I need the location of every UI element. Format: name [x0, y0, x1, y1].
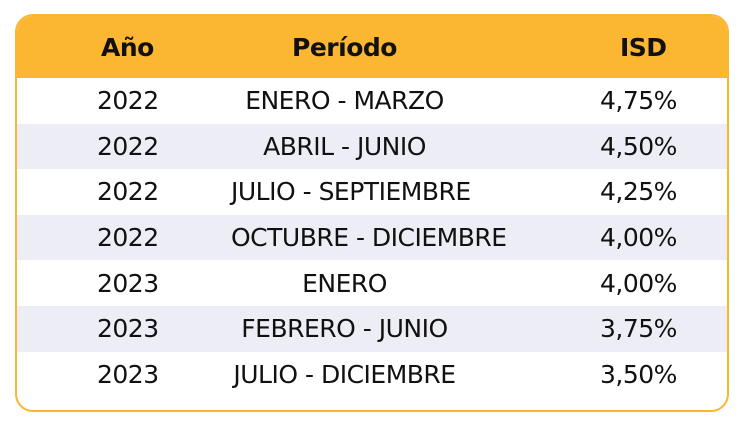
cell-year: 2022	[17, 123, 231, 170]
cell-isd: 4,25%	[458, 169, 727, 215]
table-row: 2022 OCTUBRE - DICIEMBRE 4,00%	[17, 214, 727, 261]
cell-isd: 3,50%	[458, 351, 727, 398]
cell-year: 2022	[17, 214, 231, 261]
cell-period: ABRIL - JUNIO	[231, 123, 458, 170]
cell-isd: 3,75%	[458, 305, 727, 352]
cell-period: ENERO	[231, 260, 458, 306]
table-row: 2023 ENERO 4,00%	[17, 260, 727, 306]
cell-period: JULIO - SEPTIEMBRE	[231, 169, 471, 215]
cell-period: JULIO - DICIEMBRE	[231, 351, 458, 398]
cell-year: 2023	[17, 305, 231, 352]
header-isd: ISD	[458, 16, 727, 78]
cell-isd: 4,50%	[458, 123, 727, 170]
cell-isd: 4,00%	[458, 214, 727, 261]
cell-period: FEBRERO - JUNIO	[231, 305, 458, 352]
table-row: 2022 ABRIL - JUNIO 4,50%	[17, 123, 727, 170]
table-row: 2022 JULIO - SEPTIEMBRE 4,25%	[17, 169, 727, 215]
cell-isd: 4,75%	[458, 78, 727, 124]
header-period: Período	[231, 16, 458, 78]
isd-rates-card: Año Período ISD 2022 ENERO - MARZO 4,75%…	[15, 14, 729, 412]
cell-year: 2022	[17, 169, 231, 215]
cell-period: ENERO - MARZO	[231, 78, 458, 124]
table-row: 2023 JULIO - DICIEMBRE 3,50%	[17, 351, 727, 398]
cell-year: 2023	[17, 260, 231, 306]
header-year: Año	[17, 16, 231, 78]
cell-isd: 4,00%	[458, 260, 727, 306]
table-row: 2023 FEBRERO - JUNIO 3,75%	[17, 305, 727, 352]
cell-year: 2023	[17, 351, 231, 398]
table-header-row: Año Período ISD	[17, 16, 727, 78]
table-row: 2022 ENERO - MARZO 4,75%	[17, 78, 727, 124]
isd-rates-table: Año Período ISD 2022 ENERO - MARZO 4,75%…	[17, 16, 727, 398]
cell-year: 2022	[17, 78, 231, 124]
cell-period: OCTUBRE - DICIEMBRE	[231, 214, 507, 261]
